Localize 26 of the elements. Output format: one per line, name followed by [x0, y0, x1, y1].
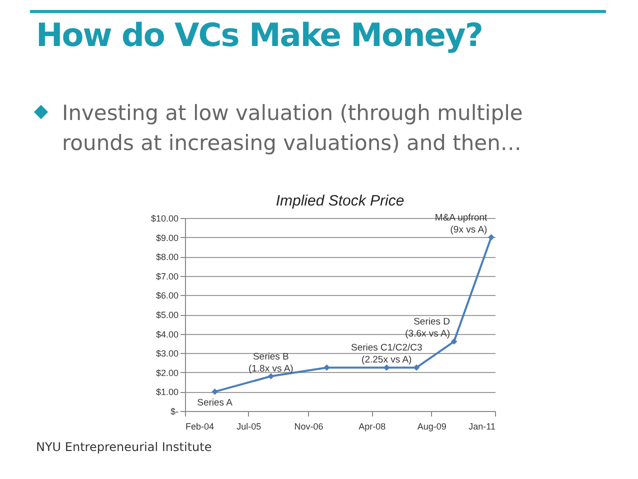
- chart-title: Implied Stock Price: [276, 192, 404, 210]
- x-tick-label: Apr-08: [358, 422, 386, 432]
- y-tick-label: $2.00: [156, 368, 178, 378]
- x-tick-label: Jan-11: [468, 422, 496, 432]
- x-tick-label: Nov-06: [294, 422, 324, 432]
- text: How do VCs Make Money?: [36, 16, 482, 54]
- y-tick-label: $-: [170, 406, 178, 416]
- y-tick-label: $7.00: [156, 271, 178, 282]
- y-tick-label: $5.00: [156, 310, 178, 320]
- text: Investing at low valuation (through multiple rounds at increasing valuations) and then…: [62, 101, 523, 155]
- y-tick-label: $10.00: [150, 214, 178, 224]
- y-tick-label: $6.00: [156, 290, 178, 301]
- x-tick-label: Feb-04: [186, 422, 214, 432]
- annotation: M&A upfront (9x vs A): [434, 212, 488, 236]
- text: NYU Entrepreneurial Institute: [36, 440, 212, 454]
- y-tick-label: $4.00: [156, 329, 178, 340]
- annotation: Series A: [197, 398, 234, 409]
- annotation: Series C1/C2/C3 (2.25x vs A): [350, 342, 422, 366]
- x-tick-label: Aug-09: [417, 422, 446, 432]
- y-tick-label: $3.00: [156, 348, 178, 359]
- annotation: Series B (1.8x vs A): [248, 351, 294, 374]
- y-tick-label: $1.00: [156, 387, 178, 398]
- y-tick-label: $8.00: [156, 252, 178, 262]
- y-tick-label: $9.00: [156, 232, 178, 243]
- x-tick-label: Jul-05: [236, 422, 262, 432]
- annotation: Series D (3.6x vs A): [405, 316, 450, 340]
